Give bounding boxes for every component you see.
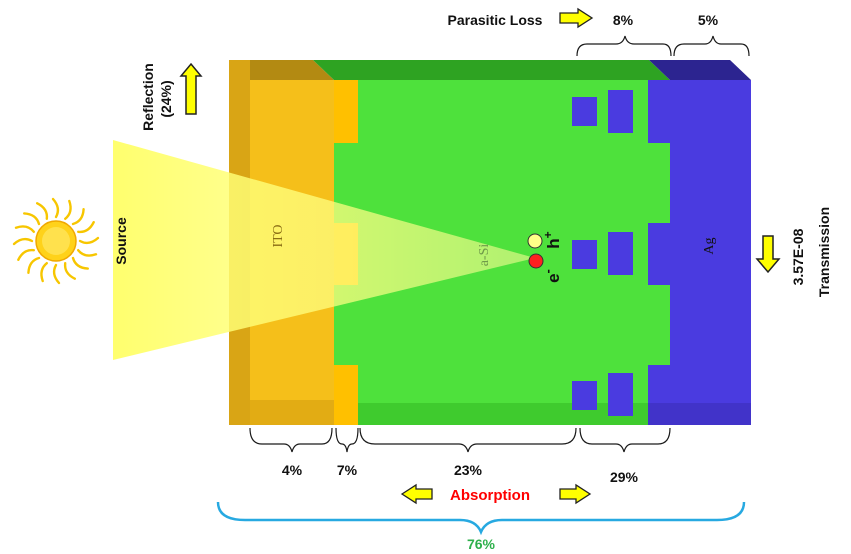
ito-absorption-percent: 4% (282, 462, 303, 478)
sun-ray (71, 208, 85, 226)
sun-ray (36, 202, 49, 220)
sun-ray (78, 236, 100, 245)
parasitic-loss-5-percent: 5% (698, 12, 719, 28)
sun-ray (12, 237, 34, 246)
ito-label: ITO (271, 224, 286, 247)
transmission-label: Transmission (816, 207, 832, 297)
brace-total-absorption (216, 501, 746, 536)
sun-ray (64, 199, 72, 220)
parasitic-loss-8-percent: 8% (613, 12, 634, 28)
source-label: Source (113, 217, 129, 265)
electron-label: e- (540, 269, 563, 283)
sun-ray (77, 221, 95, 234)
transmission-arrow (755, 235, 781, 274)
ag-notch-2 (648, 285, 670, 365)
brace-top-8 (576, 35, 672, 57)
reflection-value: (24%) (158, 80, 174, 117)
parasitic-loss-label: Parasitic Loss (448, 12, 543, 28)
brace-interface (335, 427, 359, 453)
hole-circle (527, 233, 543, 249)
brace-ito (249, 427, 333, 453)
ag-layer (648, 80, 751, 425)
absorption-arrow-left (400, 483, 433, 505)
sun-ray (52, 263, 61, 285)
hole-label: h+ (541, 231, 563, 248)
sun-ray (14, 225, 35, 233)
ito-bottom-shade (250, 400, 334, 425)
asi-label: a-Si (477, 244, 492, 267)
sun-ray (63, 262, 76, 280)
sun-icon (12, 197, 100, 285)
asi-absorption-percent: 23% (454, 462, 483, 478)
ag-bottom-shade (648, 403, 751, 425)
total-absorption-percent: 76% (467, 536, 496, 552)
grating-block (572, 97, 597, 126)
grating-block (572, 240, 597, 269)
parasitic-loss-arrow (559, 7, 594, 29)
sun-ray (27, 256, 41, 274)
brace-top-5 (673, 35, 750, 57)
absorption-arrow-right (559, 483, 592, 505)
asi-top-face (313, 60, 670, 80)
light-beam (113, 140, 535, 360)
sun-ray (77, 249, 98, 257)
grating-block (608, 90, 633, 133)
sun-ray (71, 256, 89, 270)
electron-circle (528, 253, 544, 269)
transmission-value: 3.57E-08 (790, 228, 806, 285)
ag-notch-1 (648, 143, 670, 223)
sun-ray (23, 212, 41, 226)
ito-top-face (229, 60, 334, 80)
sun-ray (40, 262, 48, 283)
grating-block (608, 373, 633, 416)
svg-text:e-: e- (540, 269, 563, 283)
absorption-label: Absorption (450, 487, 530, 504)
interface-absorption-percent: 7% (337, 462, 358, 478)
svg-text:h+: h+ (541, 231, 563, 248)
grating-block (572, 381, 597, 410)
asi-bottom-shade (358, 403, 648, 425)
grating-absorption-percent: 29% (610, 469, 639, 485)
sun-ray (17, 248, 35, 261)
brace-asi (359, 427, 577, 453)
sun-ray (51, 197, 60, 219)
ag-label: Ag (702, 237, 717, 254)
brace-grating (579, 427, 671, 453)
grating-block (608, 232, 633, 275)
ag-top-face (649, 60, 751, 80)
reflection-arrow (179, 62, 203, 115)
reflection-label: Reflection (140, 63, 156, 131)
